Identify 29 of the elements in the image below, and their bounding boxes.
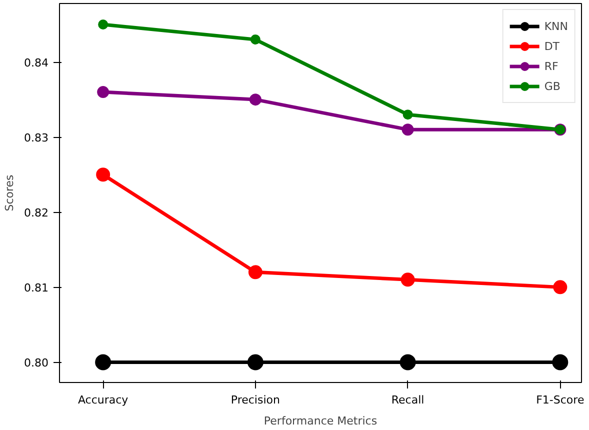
legend-label: DT — [544, 39, 561, 53]
point — [402, 110, 413, 120]
y-tick-label: 0.80 — [24, 356, 49, 370]
point — [248, 265, 262, 280]
point — [400, 354, 416, 370]
point — [250, 34, 260, 45]
x-tick-label: Precision — [230, 394, 280, 406]
legend-label: KNN — [544, 19, 568, 33]
y-tick-label: 0.83 — [24, 132, 49, 145]
x-tick-label: F1-Score — [536, 394, 584, 406]
x-axis-title: Performance Metrics — [264, 414, 378, 428]
point — [96, 168, 110, 182]
point — [95, 354, 112, 370]
point — [249, 94, 262, 106]
point — [97, 86, 110, 98]
legend-label: GB — [544, 79, 562, 93]
point — [247, 354, 264, 370]
point — [98, 20, 108, 30]
y-tick-label: 0.82 — [24, 206, 49, 220]
point — [400, 272, 415, 287]
point — [552, 354, 568, 370]
legend-label: RF — [544, 59, 560, 73]
y-axis-title: Scores — [3, 174, 16, 212]
point — [402, 124, 414, 136]
x-tick-label: Accuracy — [78, 394, 129, 406]
y-tick-label: 0.81 — [24, 282, 49, 295]
x-tick-label: Recall — [391, 394, 424, 406]
point — [553, 280, 568, 294]
y-tick-label: 0.84 — [24, 56, 49, 70]
